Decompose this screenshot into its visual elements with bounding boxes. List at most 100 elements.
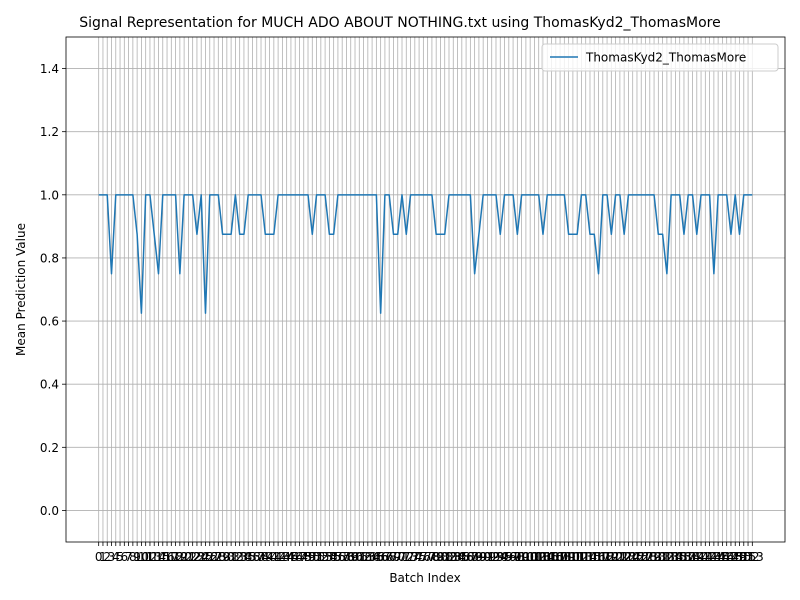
x-tick-label: 77 [420,550,435,564]
x-tick-label: 82 [441,550,456,564]
x-tick-label: 24 [194,550,209,564]
x-tick-label: 9 [133,550,141,564]
x-tick-label: 114 [574,550,597,564]
x-tick-label: 37 [249,550,264,564]
x-tick-label: 65 [369,550,384,564]
y-tick-label: 0.2 [40,441,59,455]
x-tick-label: 146 [711,550,734,564]
x-tick-label: 94 [493,550,508,564]
x-tick-label: 84 [450,550,465,564]
x-tick-label: 48 [296,550,311,564]
x-tick-label: 54 [322,550,337,564]
x-tick-label: 122 [608,550,631,564]
x-tick-label: 85 [454,550,469,564]
x-tick-label: 33 [232,550,247,564]
x-tick-label: 68 [382,550,397,564]
x-tick-label: 80 [433,550,448,564]
x-tick-label: 130 [643,550,666,564]
x-tick-label: 102 [523,550,546,564]
x-tick-label: 19 [172,550,187,564]
x-tick-label: 35 [241,550,256,564]
x-tick-label: 143 [698,550,721,564]
x-tick-label: 109 [553,550,576,564]
x-tick-label: 1 [99,550,107,564]
x-tick-label: 135 [664,550,687,564]
x-tick-label: 51 [309,550,324,564]
y-tick-label: 1.2 [40,125,59,139]
x-tick-label: 41 [266,550,281,564]
x-tick-label: 21 [181,550,196,564]
x-tick-label: 81 [437,550,452,564]
x-tick-label: 11 [138,550,153,564]
x-tick-label: 144 [702,550,725,564]
x-tick-label: 113 [570,550,593,564]
y-tick-label: 0.8 [40,251,59,265]
x-tick-label: 115 [579,550,602,564]
x-tick-label: 124 [617,550,640,564]
x-tick-label: 63 [360,550,375,564]
x-tick-label: 57 [335,550,350,564]
x-tick-label: 0 [95,550,103,564]
x-tick-label: 71 [394,550,409,564]
x-tick-label: 97 [505,550,520,564]
x-tick-label: 52 [313,550,328,564]
x-tick-label: 10 [134,550,149,564]
x-tick-label: 131 [647,550,670,564]
y-tick-label: 0.6 [40,315,59,329]
x-tick-label: 22 [185,550,200,564]
x-tick-label: 66 [373,550,388,564]
x-tick-label: 44 [279,550,294,564]
x-tick-label: 3 [108,550,116,564]
x-tick-label: 112 [566,550,589,564]
x-tick-label: 133 [655,550,678,564]
x-axis-label: Batch Index [389,571,460,585]
x-tick-label: 17 [164,550,179,564]
x-tick-label: 58 [339,550,354,564]
x-tick-label: 14 [151,550,166,564]
x-tick-label: 139 [681,550,704,564]
x-tick-label: 107 [544,550,567,564]
x-tick-label: 28 [211,550,226,564]
x-tick-label: 108 [549,550,572,564]
x-tick-label: 93 [488,550,503,564]
x-tick-label: 90 [476,550,491,564]
x-tick-label: 127 [630,550,653,564]
x-tick-label: 75 [411,550,426,564]
x-tick-label: 125 [621,550,644,564]
x-tick-label: 151 [732,550,755,564]
x-tick-label: 152 [737,550,760,564]
x-tick-label: 149 [724,550,747,564]
x-tick-label: 100 [514,550,537,564]
x-tick-label: 62 [356,550,371,564]
x-tick-label: 50 [305,550,320,564]
x-tick-label: 119 [596,550,619,564]
x-tick-label: 56 [330,550,345,564]
x-tick-label: 98 [510,550,525,564]
x-tick-label: 104 [532,550,555,564]
x-tick-label: 134 [660,550,683,564]
x-tick-label: 45 [283,550,298,564]
x-tick-label: 126 [626,550,649,564]
x-tick-label: 147 [715,550,738,564]
x-tick-label: 7 [125,550,133,564]
x-tick-label: 6 [120,550,128,564]
x-tick-label: 142 [694,550,717,564]
x-tick-label: 150 [728,550,751,564]
x-tick-label: 73 [403,550,418,564]
x-tick-label: 99 [514,550,529,564]
legend: ThomasKyd2_ThomasMore [541,43,779,72]
x-tick-label: 88 [467,550,482,564]
x-tick-label: 70 [390,550,405,564]
x-tick-label: 76 [416,550,431,564]
x-tick-label: 26 [202,550,217,564]
x-tick-label: 138 [677,550,700,564]
x-tick-label: 67 [377,550,392,564]
x-tick-label: 111 [561,550,584,564]
x-tick-label: 87 [463,550,478,564]
x-tick-label: 31 [223,550,238,564]
x-tick-label: 86 [458,550,473,564]
x-tick-label: 47 [292,550,307,564]
x-tick-label: 83 [446,550,461,564]
x-tick-label: 136 [668,550,691,564]
x-tick-label: 27 [206,550,221,564]
